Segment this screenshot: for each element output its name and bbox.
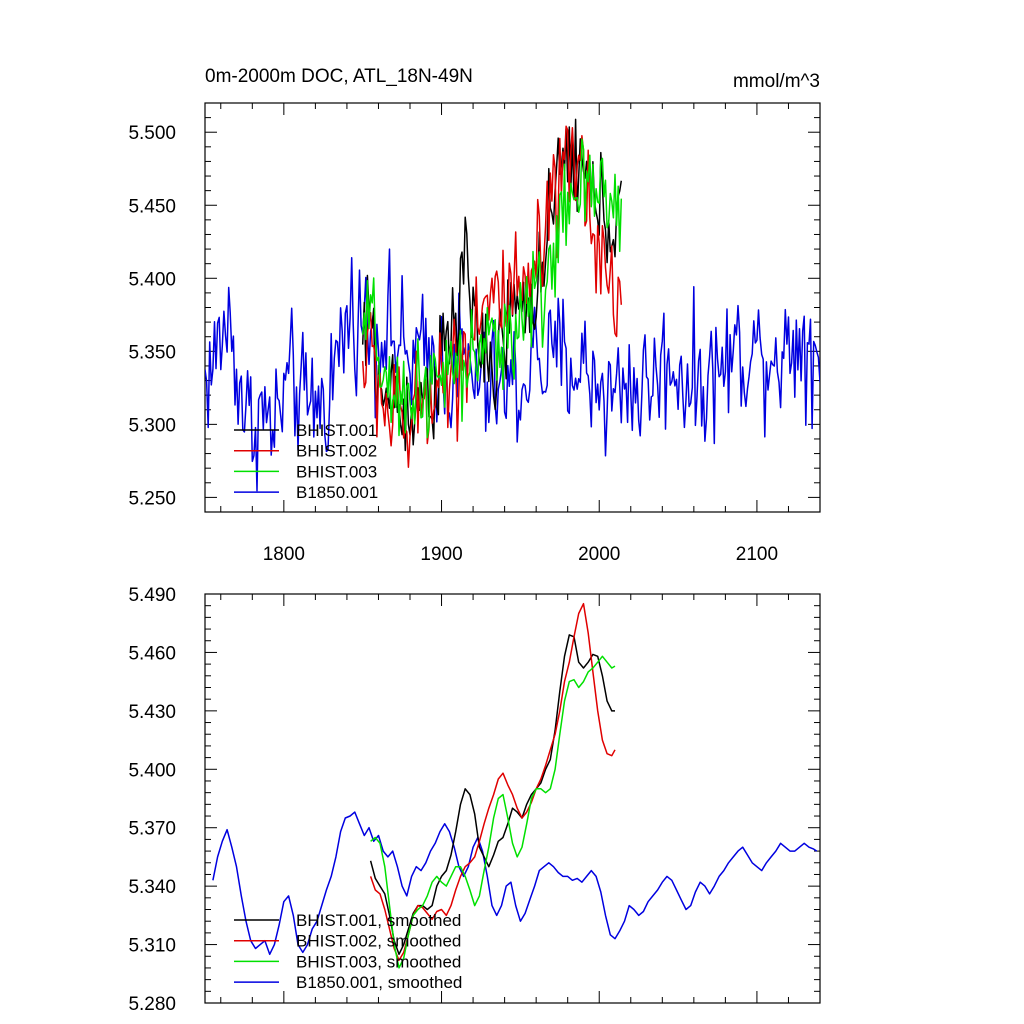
axis-ticks: 5.250 5.300 5.350 5.400 5.450 5.500 1800 1900 20… [128, 103, 821, 565]
y-tick-label: 5.450 [128, 196, 176, 217]
y-tick-label: 5.340 [128, 877, 176, 898]
y-tick-label: 5.500 [128, 123, 176, 144]
y-tick-label: 5.400 [128, 269, 176, 290]
y-tick-label: 5.250 [128, 488, 176, 509]
smoothed-series-panel: 5.280 5.310 5.340 5.370 5.400 5.430 5.460 5.490… [128, 585, 821, 1015]
series-line-b1850-001 [205, 248, 820, 492]
y-tick-label: 5.400 [128, 760, 176, 781]
y-tick-label: 5.310 [128, 936, 176, 957]
series-line-b1850-001 [212, 811, 818, 956]
legend-label: BHIST.001, smoothed [296, 911, 461, 930]
chart-title: 0m-2000m DOC, ATL_18N-49N [205, 66, 473, 87]
series-line-bhist-001 [369, 634, 615, 956]
axis-ticks: 5.280 5.310 5.340 5.370 5.400 5.430 5.460 5.490 [128, 585, 821, 1015]
series-lines [212, 602, 818, 969]
x-tick-label: 1800 [263, 544, 305, 565]
plot-frame [204, 593, 821, 1004]
units-label: mmol/m^3 [733, 71, 820, 92]
y-tick-label: 5.370 [128, 819, 176, 840]
y-tick-label: 5.460 [128, 643, 176, 664]
x-tick-label: 1900 [420, 544, 462, 565]
y-tick-label: 5.490 [128, 585, 176, 606]
legend-label: BHIST.002, smoothed [296, 932, 461, 951]
series-line-bhist-003 [370, 655, 616, 969]
y-tick-label: 5.350 [128, 342, 176, 363]
raw-series-panel: 5.250 5.300 5.350 5.400 5.450 5.500 1800 1900 20… [128, 102, 821, 565]
y-tick-label: 5.430 [128, 702, 176, 723]
x-tick-label: 2100 [736, 544, 778, 565]
y-tick-label: 5.280 [128, 994, 176, 1015]
legend-label: BHIST.001 [296, 421, 377, 440]
series-lines [205, 118, 820, 492]
legend-label: BHIST.003, smoothed [296, 952, 461, 971]
series-line-bhist-003 [361, 138, 623, 439]
legend-label: B1850.001 [296, 483, 378, 502]
legend-label: BHIST.003 [296, 462, 377, 481]
legend-label: B1850.001, smoothed [296, 973, 462, 992]
legend: BHIST.001, smoothed BHIST.002, smoothedBH… [234, 911, 462, 992]
y-tick-label: 5.300 [128, 415, 176, 436]
legend-label: BHIST.002 [296, 442, 377, 461]
x-tick-label: 2000 [578, 544, 620, 565]
